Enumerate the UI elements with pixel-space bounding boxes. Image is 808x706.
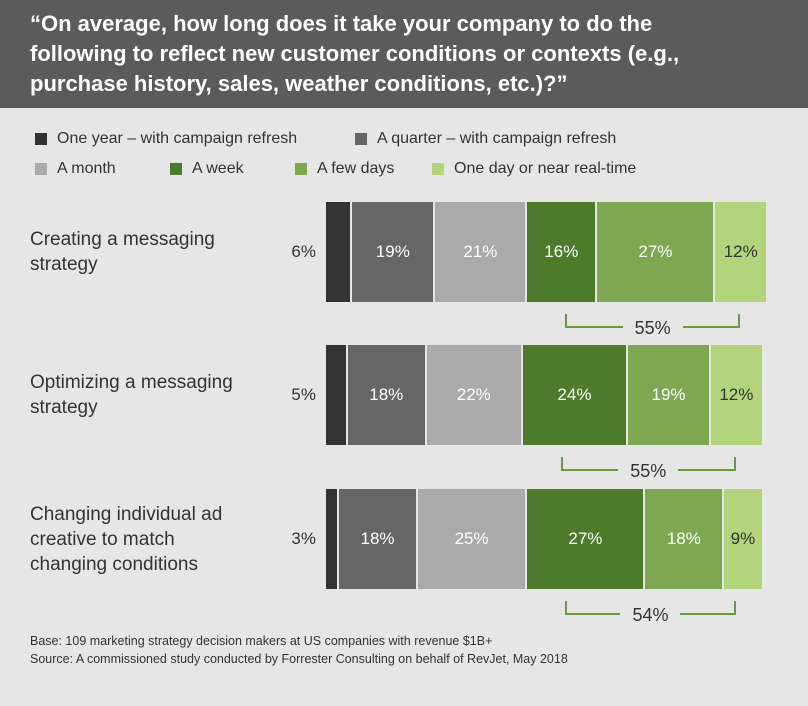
value-label: 3% [291,529,316,548]
legend-label: A few days [317,160,395,177]
legend-swatch [170,163,182,175]
chart-title: “On average, how long does it take your … [30,11,680,96]
value-label: 27% [568,529,603,548]
legend-label: One day or near real-time [454,160,637,177]
value-label: 12% [719,385,754,404]
note: Source: A commissioned study conducted b… [30,652,568,666]
bar-segment [522,345,626,445]
value-label: 6% [291,242,316,261]
value-label: 18% [666,529,701,548]
legend-swatch [295,163,307,175]
legend-label: A month [57,160,116,177]
bar-segment [352,202,434,302]
value-label: 19% [375,242,410,261]
category-label: Optimizing a messaging strategy [30,372,233,418]
legend-swatch [35,133,47,145]
bar-segment [527,202,596,302]
legend-swatch [35,163,47,175]
value-label: 16% [544,242,579,261]
bracket-label: 54% [620,603,681,627]
bar-segment [417,489,526,589]
value-label: 27% [638,242,673,261]
bar-segment [326,489,338,589]
value-label: 12% [723,242,758,261]
bar-segment [347,345,425,445]
value-label: 19% [651,385,686,404]
value-label: 18% [360,529,395,548]
legend-label: A quarter – with campaign refresh [377,130,617,147]
legend-swatch [432,163,444,175]
bar-segment [724,489,762,589]
bar-segment [627,345,710,445]
bar-segment [527,489,644,589]
value-label: 22% [456,385,491,404]
header [0,0,808,108]
bar-segment [711,345,762,445]
bar-segment [435,202,526,302]
value-label: 21% [463,242,498,261]
value-label: 18% [369,385,404,404]
bar-segment [326,202,351,302]
value-label: 25% [454,529,489,548]
bar-segment [597,202,714,302]
legend-label: A week [192,160,244,177]
legend-swatch [355,133,367,145]
bracket-label: 55% [618,459,679,483]
bar-segment [715,202,766,302]
category-label: Changing individual ad creative to match… [30,503,223,575]
bracket-label: 55% [622,316,683,340]
bar-segment [426,345,521,445]
value-label: 9% [730,529,756,548]
value-label: 5% [291,385,316,404]
bar-segment [326,345,346,445]
value-label: 24% [557,385,592,404]
bar-segment [645,489,723,589]
bar-segment [339,489,416,589]
category-label: Creating a messaging strategy [30,229,215,275]
note: Base: 109 marketing strategy decision ma… [30,634,493,648]
legend-label: One year – with campaign refresh [57,130,298,147]
